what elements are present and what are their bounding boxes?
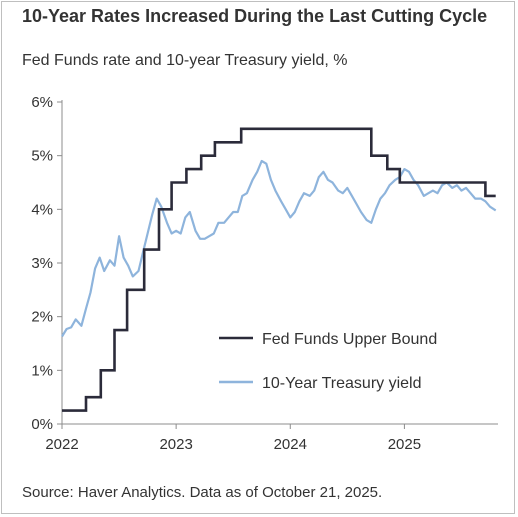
y-tick-label: 0% <box>31 416 53 433</box>
x-tick-label: 2022 <box>45 436 78 453</box>
y-tick-label: 1% <box>31 362 53 379</box>
chart-title: 10-Year Rates Increased During the Last … <box>22 6 488 26</box>
series-line-fed-funds <box>62 127 496 412</box>
y-tick-label: 6% <box>31 94 53 111</box>
x-tick-label: 2023 <box>159 436 192 453</box>
y-tick-label: 5% <box>31 148 53 165</box>
y-tick-label: 4% <box>31 201 53 218</box>
y-tick-label: 3% <box>31 255 53 272</box>
series-line-10-year-treasury <box>61 159 497 338</box>
source-note: Source: Haver Analytics. Data as of Octo… <box>22 484 383 501</box>
chart-subtitle: Fed Funds rate and 10-year Treasury yiel… <box>22 52 348 69</box>
legend-label-fed-funds: Fed Funds Upper Bound <box>262 331 437 348</box>
y-tick-label: 2% <box>31 309 53 326</box>
legend-label-10-year-treasury: 10-Year Treasury yield <box>262 375 422 392</box>
x-tick-label: 2025 <box>388 436 421 453</box>
x-tick-label: 2024 <box>274 436 307 453</box>
